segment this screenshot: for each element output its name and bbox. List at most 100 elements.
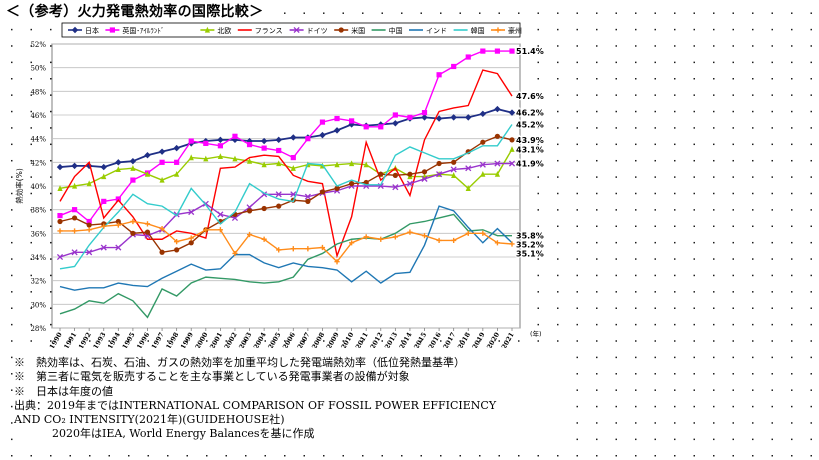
data-point [450,114,457,121]
data-point [509,137,515,143]
data-point [203,140,209,146]
end-value-label: 47.6% [516,92,544,101]
data-point [71,26,79,34]
data-point [293,26,300,34]
data-point [217,153,223,160]
data-point [392,234,398,240]
data-point [115,159,122,166]
data-point [349,160,355,167]
line-chart: 28% 30% 32% 34% 36% 38% 40% 42% 44% 46% 48% 50% 52% 熱… [14,22,545,348]
data-point [494,105,501,113]
data-point [71,162,78,170]
data-point [406,180,413,187]
data-point [349,240,355,246]
data-point [276,160,282,167]
source-line: 2020年はIEA, World Energy Balancesを基に作成 [52,427,315,441]
series-インド [59,205,513,291]
data-point [305,136,311,142]
data-point [509,146,515,152]
data-point [349,181,355,187]
data-point [56,163,64,171]
legend-label: 英国･ｱｲﾙﾗﾝﾄﾞ [122,26,164,35]
data-point [144,170,151,177]
page-title: ＜（参考）火力発電熱効率の国際比較＞ [6,1,267,21]
y-tick-label: 36% [30,230,46,238]
series-韓国 [59,124,513,270]
data-point [480,230,486,236]
x-tick-label: 2013 [383,331,399,348]
data-point [109,27,115,33]
x-tick-label: 2012 [369,331,385,348]
legend-label: ドイツ [307,27,328,35]
data-point [319,131,326,139]
data-point [451,159,457,165]
data-point [144,229,151,235]
data-point [260,137,268,145]
data-point [479,110,487,118]
data-point [203,227,209,233]
x-tick-label: 2004 [252,331,268,348]
data-point [275,136,282,144]
data-point [421,110,428,116]
data-point [363,124,369,130]
legend-label: 日本 [85,26,99,35]
end-value-label: 51.4% [516,47,544,56]
x-tick-label: 2008 [310,331,326,348]
data-point [101,173,107,180]
data-point [334,161,340,168]
data-point [129,157,137,165]
data-point [203,155,209,162]
x-tick-label: 1999 [179,331,195,348]
data-point [392,184,399,191]
data-point [378,171,384,177]
data-point [57,212,63,219]
legend-label: 韓国 [471,26,485,35]
y-tick-label: 40% [30,183,46,191]
series-line [59,124,513,270]
data-point [305,198,311,204]
data-point [100,163,107,171]
x-tick-label: 2005 [266,331,282,348]
data-point [436,72,442,78]
note-line: ※ 日本は年度の値 [14,384,113,398]
x-tick-label: 2018 [456,331,472,348]
x-tick-label: 2006 [281,331,297,348]
data-point [334,115,340,122]
x-tick-label: 1993 [91,331,107,348]
data-point [407,229,413,235]
source-line: 出典：2019年まではINTERNATIONAL COMPARISON OF F… [14,398,497,412]
data-point [304,193,311,200]
y-tick-label: 34% [30,254,46,262]
data-point [246,141,253,148]
data-point [509,241,515,247]
legend-label: 米国 [351,26,365,35]
data-point [232,250,238,257]
data-point [480,170,486,177]
end-value-label: 35.8% [516,232,544,241]
data-point [508,109,516,116]
data-point [363,234,369,240]
data-point [480,48,486,54]
data-point [71,215,78,221]
data-point [407,114,413,120]
x-tick-label: 2001 [208,331,224,348]
data-point [261,145,267,151]
data-point [101,198,107,204]
data-point [261,205,267,212]
data-point [231,136,239,144]
legend-item: 中国 [371,26,403,35]
data-point [173,144,180,152]
data-point [217,136,224,144]
end-value-label: 35.2% [516,241,544,250]
x-tick-label: 2007 [296,331,312,348]
data-point [188,235,194,241]
data-point [290,246,296,252]
x-tick-label: 2009 [325,331,341,348]
x-tick-label: 1990 [48,331,64,348]
x-unit-label: (年) [530,329,542,338]
data-point [436,171,443,178]
data-point [465,114,472,121]
series-中国 [59,213,512,319]
series-フランス [59,69,513,259]
x-tick-label: 2011 [354,331,370,348]
